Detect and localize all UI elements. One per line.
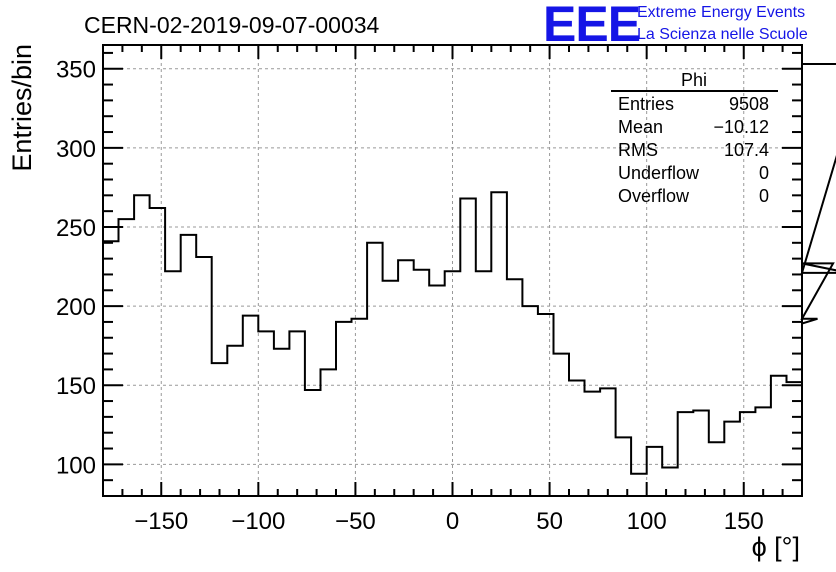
x-tick-label: −50 xyxy=(335,508,376,535)
y-tick-labels: 100 150 200 250 300 350 xyxy=(56,57,96,480)
stats-row-label: RMS xyxy=(618,140,658,160)
stats-box: Phi Entries 9508 Mean −10.12 RMS 107.4 Underfl… xyxy=(611,70,778,206)
x-tick-label: 50 xyxy=(536,508,563,535)
histogram-line xyxy=(103,63,836,475)
x-tick-label: 100 xyxy=(627,508,667,535)
x-tick-label: −150 xyxy=(134,508,188,535)
stats-row-value: −10.12 xyxy=(713,117,769,137)
stats-rows: Entries 9508 Mean −10.12 RMS 107.4 Underflow 0 O… xyxy=(618,94,769,206)
chart-title: CERN-02-2019-09-07-00034 xyxy=(84,12,380,38)
stats-row-label: Mean xyxy=(618,117,663,137)
x-tick-labels: −150 −100 −50 0 50 100 150 xyxy=(134,508,764,535)
x-tick-label: 150 xyxy=(724,508,764,535)
grid xyxy=(103,45,802,496)
y-tick-label: 200 xyxy=(56,294,96,321)
stats-row-label: Underflow xyxy=(618,163,700,183)
logo-text: EEE xyxy=(543,0,640,52)
y-tick-label: 300 xyxy=(56,136,96,163)
x-tick-label: 0 xyxy=(446,508,459,535)
axis-ticks xyxy=(102,45,803,497)
stats-row-label: Entries xyxy=(618,94,674,114)
eee-logo: EEE Extreme Energy Events La Scienza nel… xyxy=(543,0,808,52)
logo-line-1: Extreme Energy Events xyxy=(637,4,805,21)
stats-row-value: 0 xyxy=(759,186,769,206)
y-tick-label: 350 xyxy=(56,57,96,84)
y-tick-label: 250 xyxy=(56,215,96,242)
y-tick-label: 150 xyxy=(56,373,96,400)
stats-row-value: 107.4 xyxy=(724,140,769,160)
y-tick-label: 100 xyxy=(56,452,96,479)
logo-line-2: La Scienza nelle Scuole xyxy=(637,26,808,43)
stats-row-value: 9508 xyxy=(729,94,769,114)
x-tick-label: −100 xyxy=(231,508,285,535)
y-axis-title: Entries/bin xyxy=(7,44,37,172)
x-axis-title: ϕ [°] xyxy=(752,532,800,562)
stats-row-label: Overflow xyxy=(618,186,690,206)
stats-title: Phi xyxy=(681,70,707,90)
stats-row-value: 0 xyxy=(759,163,769,183)
